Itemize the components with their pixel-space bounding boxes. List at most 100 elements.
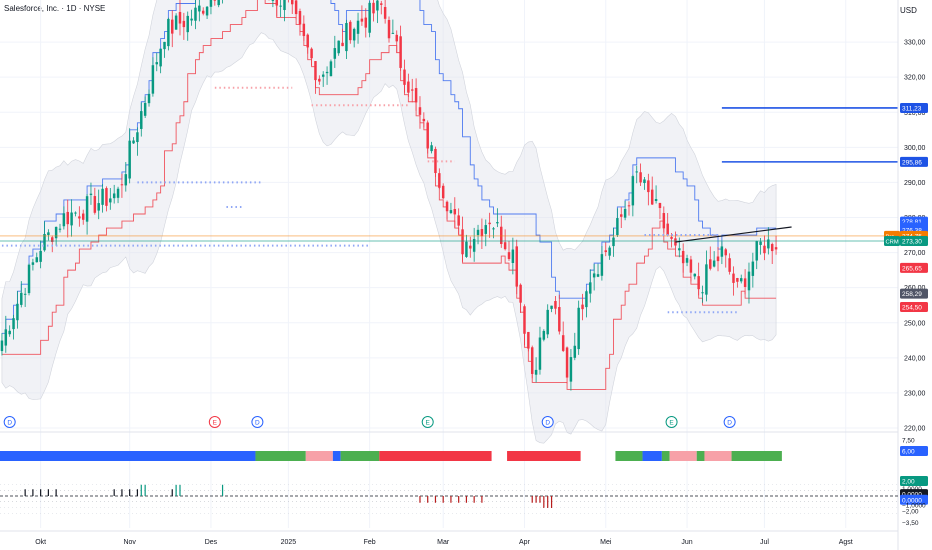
candle-body — [31, 262, 35, 265]
oscillator-bar — [140, 484, 142, 496]
candle-body — [774, 247, 778, 250]
oscillator-bar — [442, 496, 444, 503]
candle-body — [109, 198, 112, 203]
oscillator-tick-label: −1,0000 — [902, 503, 926, 510]
candle-body — [515, 246, 518, 287]
candle-body — [658, 202, 662, 209]
candle-body — [546, 309, 549, 335]
candle-body — [681, 250, 685, 264]
candle-body — [81, 213, 85, 220]
candle-body — [538, 337, 542, 370]
oscillator-tick-bg — [900, 476, 928, 486]
candle-body — [519, 284, 522, 303]
trend-line — [675, 226, 792, 243]
candle-body — [163, 41, 166, 50]
oscillator-tick: −2,00 — [902, 509, 919, 516]
candle-body — [670, 237, 673, 239]
oscillator-tick: 7,50 — [902, 437, 915, 444]
candle-body — [54, 226, 58, 239]
candle-body — [283, 0, 286, 11]
time-tick-label: 2025 — [281, 539, 297, 546]
trend-strip-segment — [661, 451, 670, 461]
candle-body — [523, 306, 526, 334]
candle-body — [441, 185, 445, 199]
candle-body — [395, 34, 398, 42]
candle-body — [770, 244, 774, 252]
candle-body — [747, 271, 751, 291]
candle-body — [325, 71, 329, 74]
time-tick-label: Jul — [760, 539, 769, 546]
oscillator-tick: 0,0000 — [900, 494, 928, 505]
oscillator-bar — [144, 484, 146, 496]
candle-body — [469, 245, 472, 249]
price-axis: 220,00230,00240,00250,00260,00270,00280,… — [897, 0, 926, 550]
oscillator-tick: −1,0000 — [902, 503, 926, 510]
trend-strip — [0, 451, 782, 461]
candle-body — [511, 249, 515, 264]
symbol-price-tag: CRM 273,30 — [884, 236, 928, 247]
trend-strip-segment — [669, 451, 697, 461]
event-marker: D — [541, 416, 554, 428]
candle-body — [728, 258, 731, 272]
time-tick-label: Nov — [123, 539, 136, 546]
price-tick-label: 330,00 — [904, 40, 926, 47]
candle-body — [47, 232, 50, 235]
candle-body — [465, 241, 468, 257]
price-label-box: 311,23 — [900, 102, 928, 113]
oscillator-bar — [419, 496, 421, 503]
candle-body — [445, 201, 449, 212]
candle-body — [410, 89, 414, 91]
candle-body — [147, 93, 151, 104]
candle-body — [434, 148, 437, 174]
price-tick-label: 310,00 — [904, 110, 926, 117]
oscillator-bar — [458, 496, 460, 503]
candle-body — [337, 40, 340, 54]
candle-body — [430, 145, 433, 152]
trend-strip-segment — [642, 451, 662, 461]
candle-body — [484, 225, 488, 234]
candle-body — [51, 237, 54, 242]
candle-body — [569, 357, 573, 382]
candle-body — [732, 273, 735, 283]
candle-body — [755, 241, 758, 261]
candle-body — [124, 174, 128, 186]
candle-body — [492, 228, 495, 230]
candle-body — [724, 249, 727, 256]
candle-body — [573, 345, 577, 358]
event-marker-letter: E — [426, 420, 431, 427]
candle-body — [178, 11, 182, 24]
candle-body — [689, 259, 693, 273]
candle-body — [302, 23, 306, 37]
oscillator-bar — [465, 496, 468, 503]
channel-cloud — [1, 0, 777, 444]
time-tick-label: Jun — [681, 539, 692, 546]
oscillator-bar — [547, 496, 549, 508]
oscillator-bar — [427, 496, 429, 503]
time-tick-label: Mei — [600, 539, 612, 546]
candle-body — [62, 213, 66, 227]
candle-body — [39, 250, 42, 262]
candle-body — [70, 212, 73, 226]
trend-strip-segment — [696, 451, 705, 461]
candle-body — [4, 329, 8, 346]
trend-strip-segment — [340, 451, 380, 461]
candle-body — [592, 273, 596, 278]
event-marker-letter: E — [669, 420, 674, 427]
candle-body — [422, 118, 426, 122]
price-label-bg — [900, 288, 928, 299]
currency-label[interactable]: USD — [900, 6, 917, 15]
candle-body — [20, 292, 23, 305]
candle-body — [647, 180, 650, 193]
candle-body — [550, 305, 553, 309]
candle-body — [554, 301, 557, 309]
candle-body — [697, 276, 700, 290]
candle-body — [198, 5, 201, 12]
oscillator-tick-label: 6,00 — [902, 449, 915, 456]
candle-body — [209, 0, 213, 7]
candle-body — [739, 278, 743, 282]
price-label-box: 258,29 — [900, 288, 928, 299]
trend-strip-segment — [255, 451, 306, 461]
candle-body — [16, 303, 19, 321]
candle-body — [213, 0, 217, 1]
